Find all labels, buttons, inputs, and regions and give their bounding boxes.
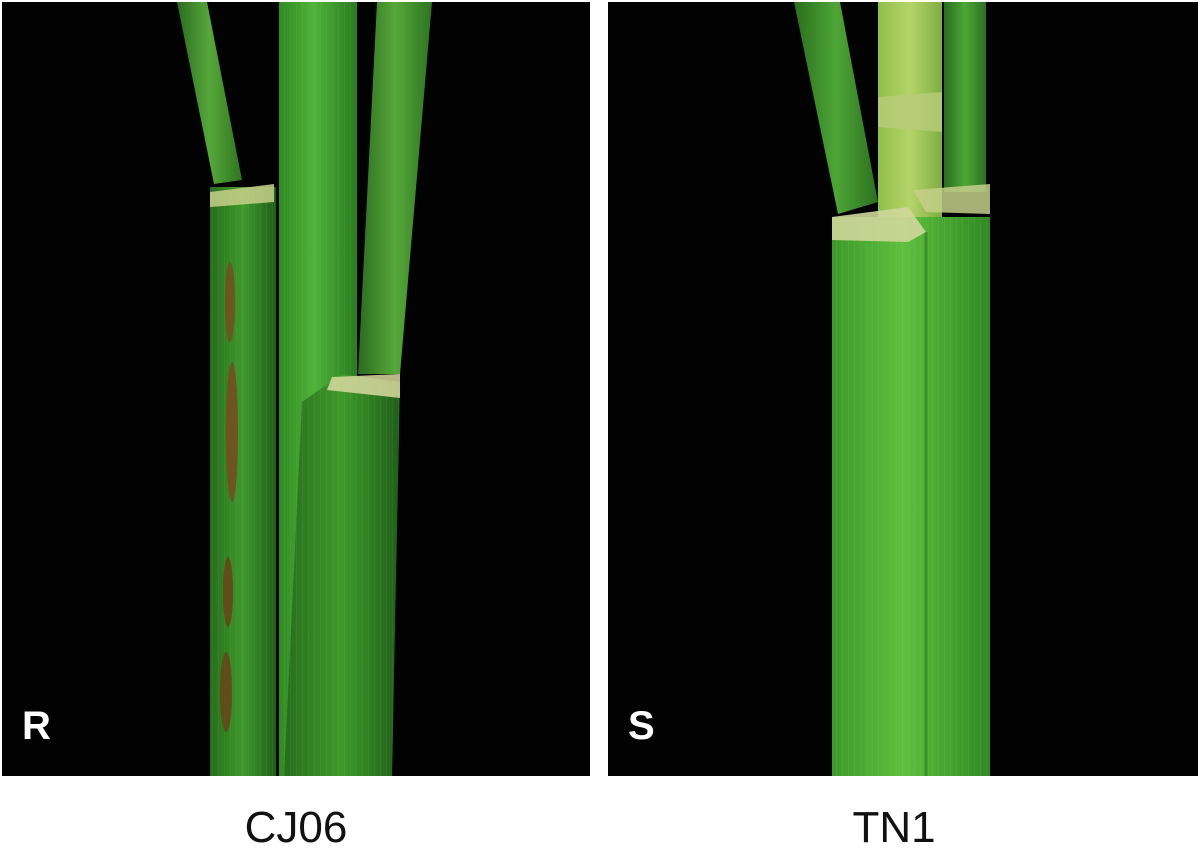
stem-photo-right — [794, 2, 990, 776]
ligule-left — [210, 184, 274, 207]
ligule-main — [832, 207, 926, 242]
lesion-4 — [220, 652, 232, 732]
panel-label-susceptible: S — [628, 704, 655, 748]
leaf-blade-upper-right — [944, 2, 986, 192]
panel-resistant-cj06: R — [2, 2, 590, 776]
caption-cj06: CJ06 — [244, 803, 348, 852]
stem-photo-left — [177, 2, 432, 776]
lesion-3 — [223, 557, 233, 627]
panel-susceptible-tn1: S — [608, 2, 1198, 776]
ligule-front — [327, 374, 400, 398]
caption-tn1: TN1 — [852, 803, 936, 852]
leaf-blade-upper-left — [177, 2, 242, 184]
ligule-right — [913, 184, 990, 214]
node-inner — [878, 92, 942, 132]
lesion-1 — [225, 262, 235, 342]
leaf-blade-upper-right — [358, 2, 432, 374]
panel-label-resistant: R — [22, 704, 51, 748]
lesion-2 — [226, 362, 238, 502]
leaf-blade-upper-left — [794, 2, 878, 214]
